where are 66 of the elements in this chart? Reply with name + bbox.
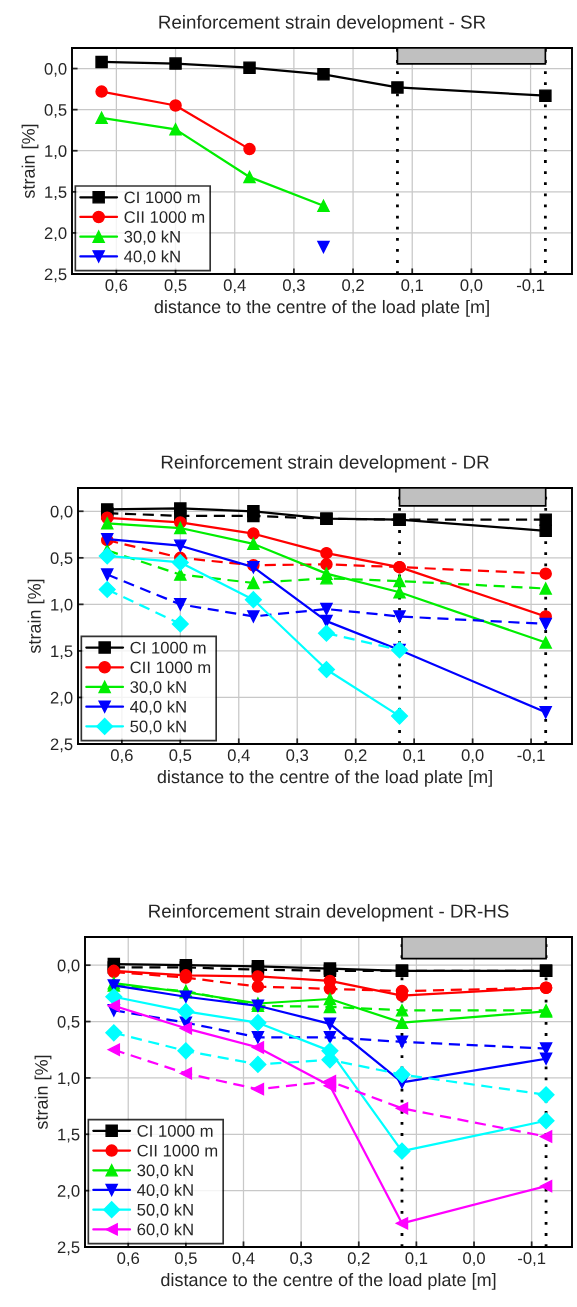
x-tick-label: 0,6 [110, 749, 133, 764]
y-axis-title: strain [%] [21, 124, 39, 199]
y-tick-label: 2,0 [50, 691, 73, 706]
y-tick-label: 0,0 [50, 505, 73, 520]
y-tick-label: 2,0 [44, 227, 67, 242]
x-tick-label: 0,0 [463, 1252, 485, 1267]
legend-label: 40,0 kN [130, 700, 186, 715]
x-tick-label: -0,1 [517, 749, 545, 764]
chart-title: Reinforcement strain development - DR-HS [149, 903, 509, 922]
x-axis-title: distance to the centre of the load plate [m] [157, 769, 492, 787]
x-tick-label: 0,6 [117, 1252, 140, 1267]
x-tick-label: 0,3 [282, 279, 305, 294]
y-tick-label: 2,0 [57, 1185, 80, 1199]
y-tick-label: 0,5 [44, 104, 67, 118]
x-tick-label: 0,2 [342, 279, 364, 294]
y-tick-label: 0,5 [50, 552, 73, 566]
y-tick-label: 0,0 [57, 959, 80, 974]
legend-label: CI 1000 m [137, 1125, 213, 1137]
x-tick-label: 0,0 [460, 279, 483, 294]
x-tick-label: 0,2 [347, 1252, 370, 1267]
x-tick-label: 0,5 [164, 279, 187, 294]
x-tick-label: 0,2 [344, 749, 367, 764]
legend-label: CII 1000 m [124, 211, 205, 223]
y-tick-label: 1,5 [51, 645, 73, 660]
legend-label: 60,0 kN [137, 1223, 193, 1238]
legend-label: CII 1000 m [137, 1144, 218, 1157]
legend-label: 30,0 kN [130, 680, 186, 695]
chart-title: Reinforcement strain development - DR [161, 454, 489, 473]
x-tick-label: 0,5 [169, 749, 192, 764]
legend-label: 30,0 kN [137, 1164, 193, 1179]
x-tick-label: 0,1 [405, 1252, 428, 1267]
y-tick-label: 1,0 [58, 1072, 80, 1087]
x-tick-label: 0,5 [174, 1252, 197, 1267]
y-tick-label: 1,5 [58, 1128, 80, 1143]
y-tick-label: 1,0 [51, 598, 73, 613]
y-tick-label: 1,0 [45, 145, 67, 159]
x-tick-label: 0,3 [290, 1252, 312, 1267]
y-tick-label: 0,5 [57, 1015, 80, 1030]
legend-label: 50,0 kN [130, 720, 186, 735]
x-tick-label: 0,3 [286, 749, 309, 764]
x-axis-title: distance to the centre of the load plate [m] [161, 1272, 496, 1290]
y-tick-label: 0,0 [44, 62, 67, 77]
legend-label: 40,0 kN [124, 250, 180, 265]
legend-label: 30,0 kN [124, 230, 180, 245]
y-tick-label: 2,5 [50, 738, 73, 753]
x-tick-label: -0,1 [518, 1252, 546, 1267]
x-tick-label: -0,1 [516, 279, 545, 294]
x-tick-label: 0,4 [223, 279, 246, 294]
y-axis-title: strain [%] [34, 1055, 52, 1130]
x-axis-title: distance to the centre of the load plate [m] [154, 299, 489, 317]
x-tick-label: 0,1 [403, 749, 425, 764]
x-tick-label: 0,4 [232, 1252, 255, 1267]
legend-label: CII 1000 m [130, 661, 211, 674]
y-tick-label: 2,5 [57, 1241, 80, 1256]
legend-label: CI 1000 m [130, 641, 206, 654]
y-tick-label: 1,5 [45, 186, 67, 200]
x-tick-label: 0,6 [105, 279, 128, 294]
chart-title: Reinforcement strain development - SR [159, 14, 486, 33]
legend-label: 40,0 kN [137, 1183, 193, 1198]
x-tick-label: 0,0 [461, 749, 484, 764]
x-tick-label: 0,4 [227, 749, 250, 764]
y-tick-label: 2,5 [44, 268, 67, 283]
y-axis-title: strain [%] [27, 579, 45, 654]
legend-label: 50,0 kN [137, 1203, 193, 1218]
x-tick-label: 0,1 [401, 279, 424, 294]
legend-label: CI 1000 m [124, 191, 200, 204]
